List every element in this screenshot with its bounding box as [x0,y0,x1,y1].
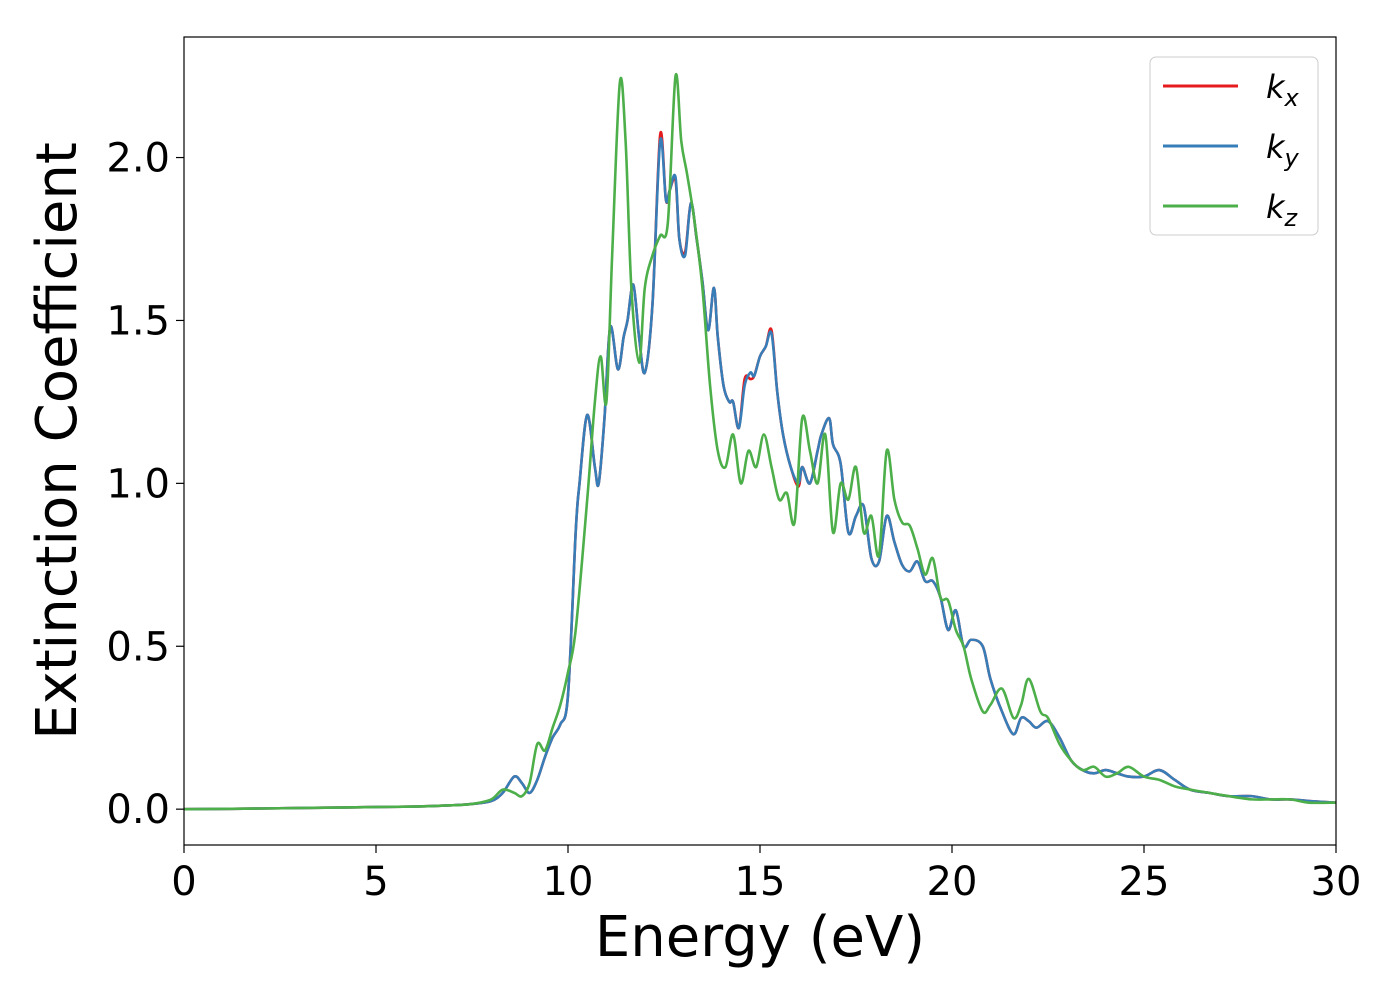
y-axis-ticks: 0.0 0.5 1.0 1.5 2.0 [106,136,184,833]
series-line-k-y [183,137,1337,811]
x-axis-title: Energy (eV) [595,905,925,970]
y-tick-label: 1.5 [106,298,170,344]
y-tick-label: 2.0 [106,136,170,182]
legend-label-k-z: kz [1266,188,1299,232]
x-axis-ticks: 0 5 10 15 20 25 30 [171,845,1361,905]
x-tick-label: 30 [1311,859,1362,905]
legend-label-k-x: kx [1266,68,1300,112]
y-tick-label: 1.0 [106,461,170,507]
legend-label-k-y: ky [1266,128,1300,172]
x-tick-label: 0 [171,859,196,905]
legend: kx ky kz [1149,56,1319,236]
x-tick-label: 10 [543,859,594,905]
y-tick-label: 0.0 [106,787,170,833]
plot-lines [183,72,1337,811]
y-axis-title: Extinction Coefficient [25,142,90,740]
x-tick-label: 25 [1119,859,1170,905]
x-tick-label: 15 [735,859,786,905]
x-tick-label: 5 [363,859,388,905]
x-tick-label: 20 [927,859,978,905]
y-tick-label: 0.5 [106,624,170,670]
series-line-k-z [183,72,1337,811]
